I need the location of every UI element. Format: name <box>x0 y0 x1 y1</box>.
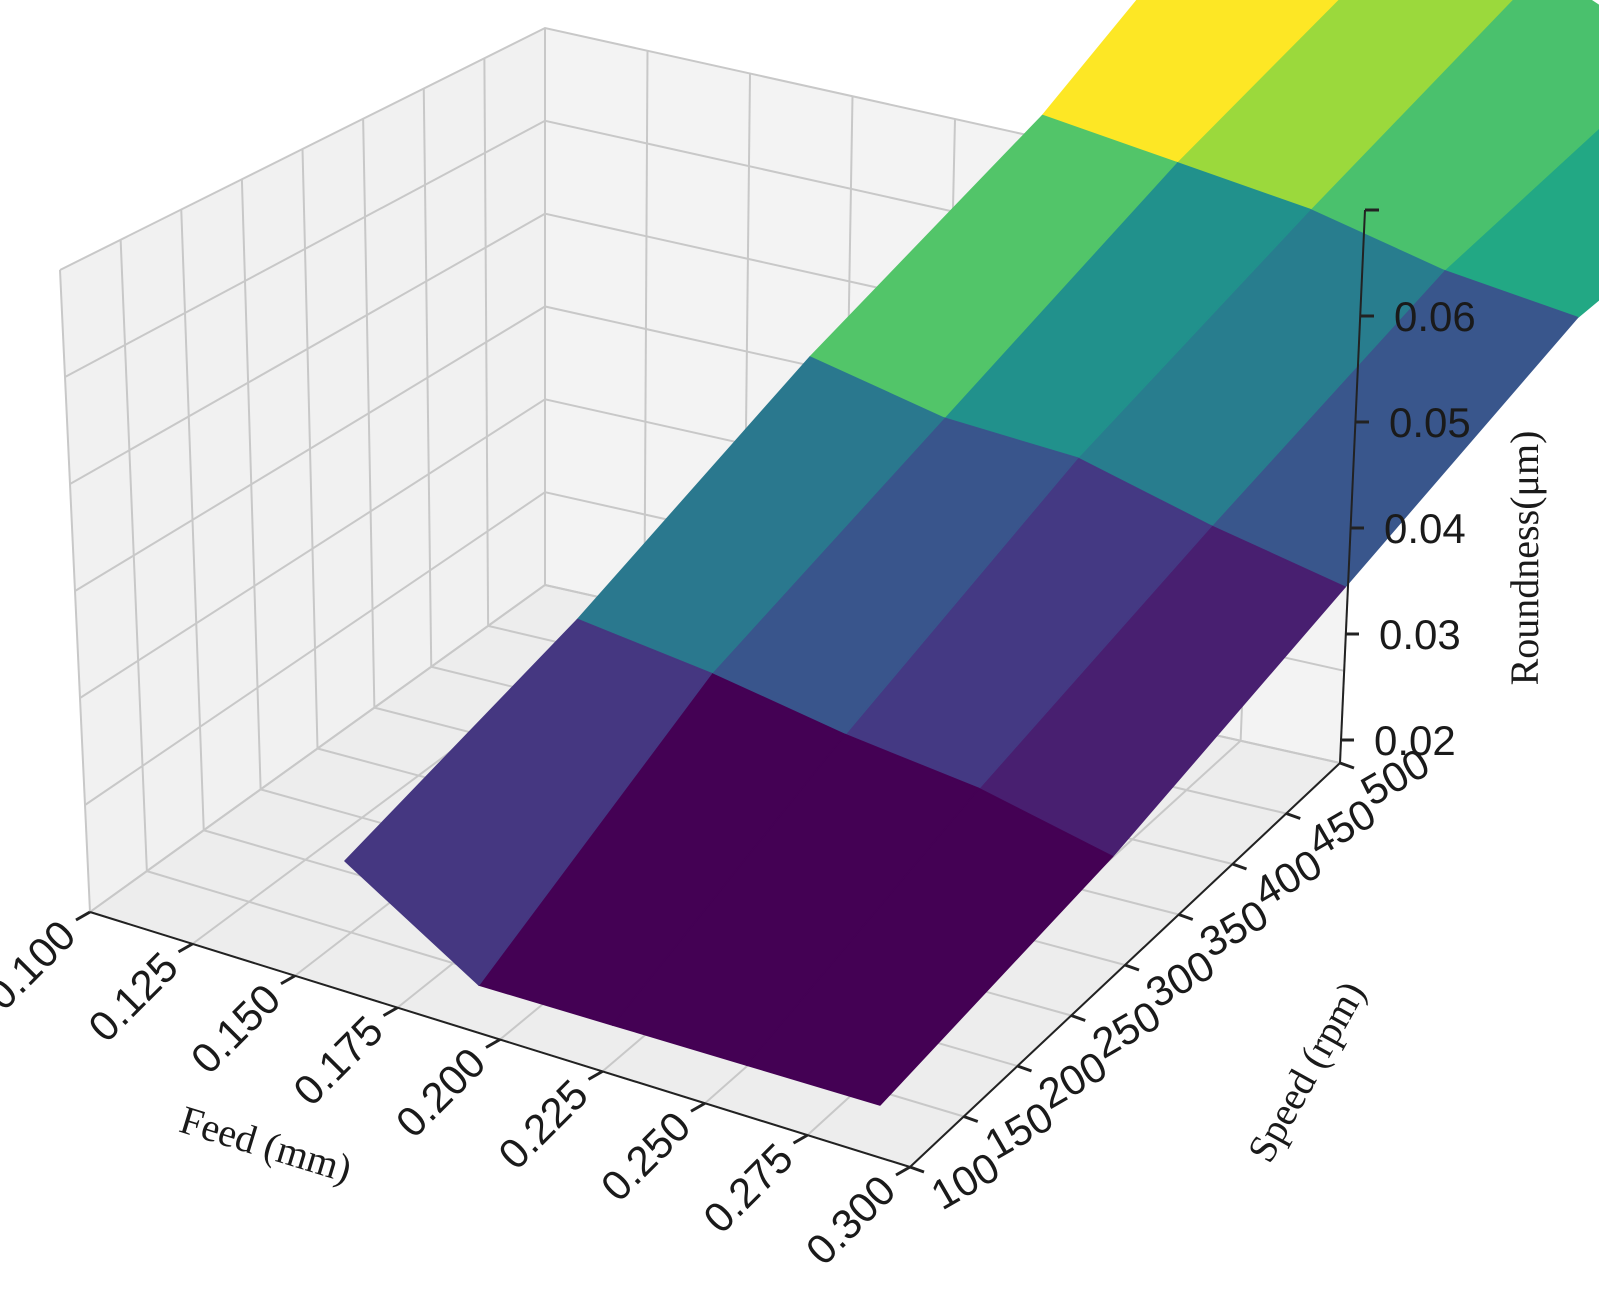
z-axis-line <box>1339 209 1366 764</box>
x-tick-mark <box>485 1038 501 1049</box>
surface <box>344 0 1599 1106</box>
y-tick-mark <box>1070 1014 1086 1022</box>
y-tick-mark <box>1339 761 1355 770</box>
y-tick-mark <box>1016 1064 1033 1073</box>
z-tick-label: 0.02 <box>1374 717 1456 764</box>
x-tick-mark <box>792 1133 809 1145</box>
x-tick-label: 0.300 <box>797 1166 905 1274</box>
x-tick-label: 0.175 <box>284 1007 392 1115</box>
y-tick-mark <box>1285 812 1301 820</box>
x-tick-label: 0.100 <box>0 911 84 1019</box>
surface-face <box>344 618 713 986</box>
x-tick-label: 0.150 <box>182 975 290 1083</box>
left-pane <box>60 28 545 912</box>
y-tick-mark <box>909 1165 925 1174</box>
x-tick-mark <box>75 910 91 922</box>
x-tick-label: 0.275 <box>694 1134 802 1242</box>
y-axis-label: Speed (rpm) <box>1238 974 1374 1170</box>
z-tick-label: 0.04 <box>1384 505 1466 552</box>
x-tick-mark <box>690 1101 706 1113</box>
z-axis-label: Roundness(μm) <box>1502 431 1547 686</box>
y-tick-mark <box>1124 963 1140 972</box>
x-axis-label: Feed (mm) <box>175 1097 357 1192</box>
y-tick-mark <box>1178 913 1194 921</box>
z-tick-label: 0.03 <box>1379 611 1461 658</box>
x-tick-mark <box>382 1006 399 1017</box>
x-tick-mark <box>895 1165 911 1177</box>
x-tick-mark <box>177 942 194 954</box>
y-tick-mark <box>1231 862 1248 871</box>
x-tick-label: 0.200 <box>387 1039 495 1147</box>
z-tick-label: 0.05 <box>1389 399 1471 446</box>
x-tick-mark <box>587 1070 604 1081</box>
x-tick-label: 0.250 <box>592 1102 700 1210</box>
x-tick-label: 0.125 <box>79 943 187 1051</box>
x-tick-mark <box>280 974 296 986</box>
z-tick-label: 0.06 <box>1394 293 1476 340</box>
y-tick-mark <box>963 1115 979 1123</box>
x-tick-label: 0.225 <box>489 1071 597 1179</box>
